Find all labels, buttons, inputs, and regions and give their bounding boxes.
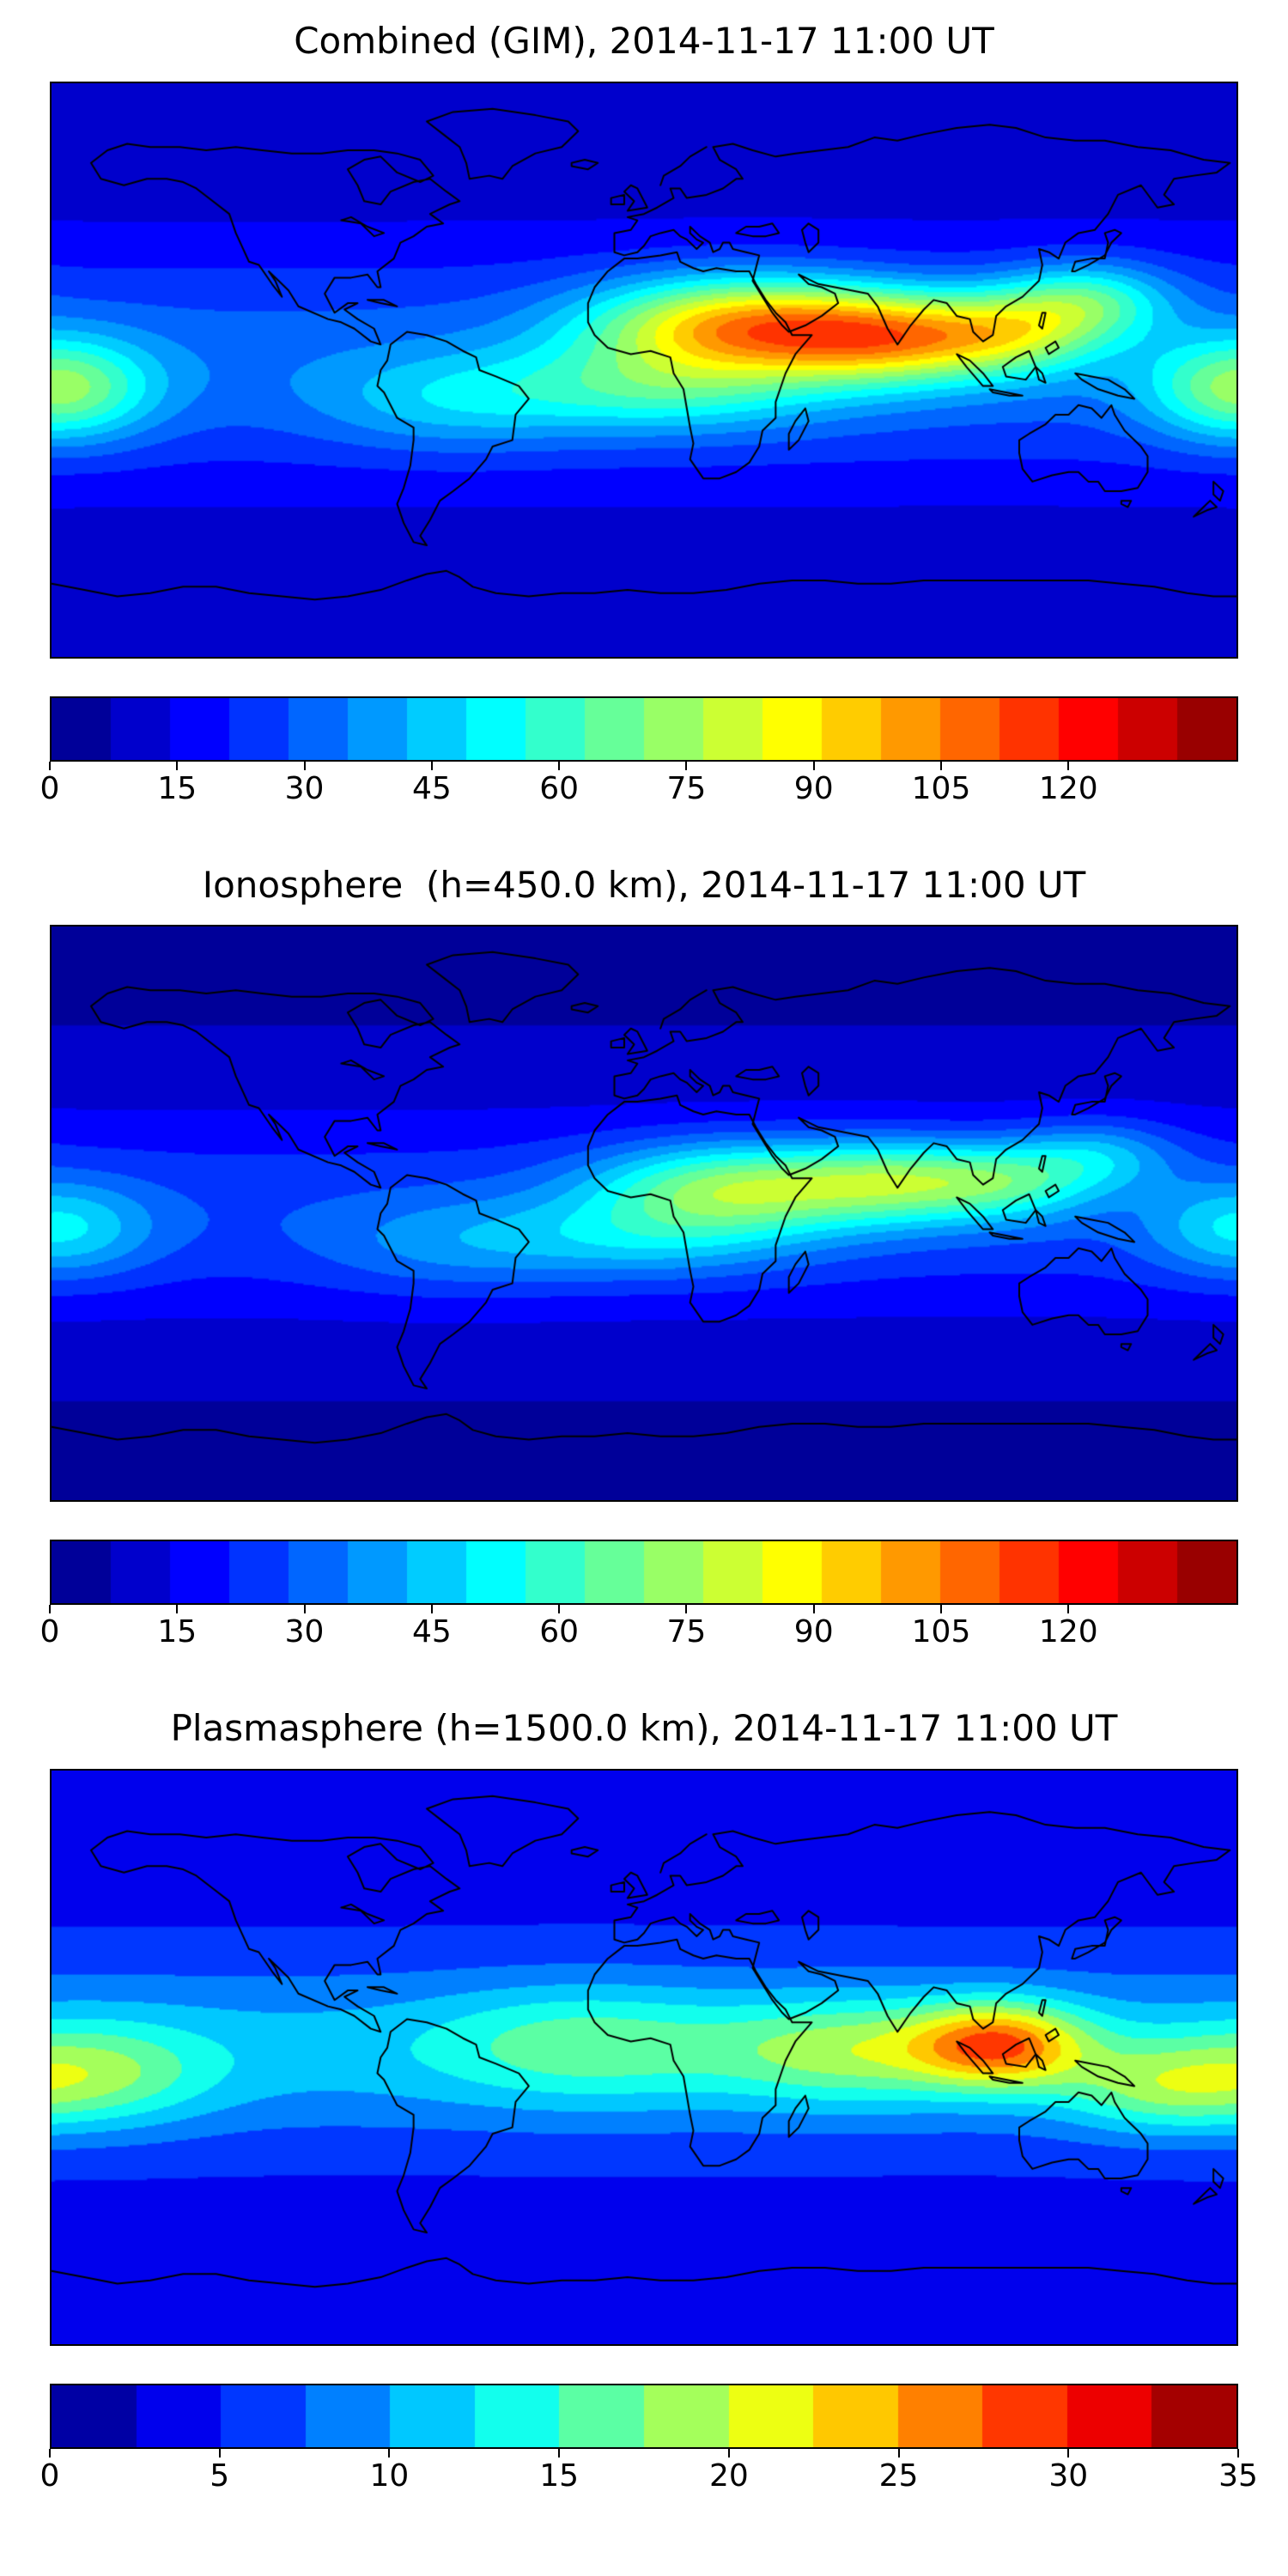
colorbar-tick-label: 60 [539,770,580,806]
colorbar-tick-label: 0 [39,770,60,806]
panel-title-combined: Combined (GIM), 2014-11-17 11:00 UT [294,20,994,62]
colorbar-gradient-canvas-ionosphere [52,1541,1236,1603]
colorbar-tick-mark [49,761,51,770]
colorbar-tick-mark [558,761,561,770]
colorbar-tick-label: 30 [284,770,325,806]
colorbar-tick-label: 30 [1048,2458,1089,2494]
colorbar-tick-label: 30 [284,1614,325,1649]
colorbar-tick-mark [430,1605,433,1613]
colorbar-tick-label: 10 [369,2458,410,2494]
panel-combined: Combined (GIM), 2014-11-17 11:00 UT 0 15 3… [0,19,1288,810]
colorbar-ionosphere [50,1540,1238,1605]
colorbar-tick-mark [940,761,942,770]
colorbar-tick-mark [176,1605,179,1613]
world-map-ionosphere [50,925,1238,1502]
colorbar-tick-label: 25 [878,2458,919,2494]
colorbar-tick-mark [388,2448,391,2458]
colorbar-gradient-canvas-plasmasphere [52,2385,1236,2447]
colorbar-tick-mark [430,761,433,770]
colorbar-plasmasphere [50,2383,1238,2449]
colorbar-tick-label: 15 [539,2458,580,2494]
colorbar-tick-label: 15 [157,770,197,806]
colorbar-tick-mark [49,1605,51,1613]
world-map-canvas-ionosphere [52,927,1236,1500]
panel-plasmasphere: Plasmasphere (h=1500.0 km), 2014-11-17 1… [0,1706,1288,2497]
colorbar-tick-label: 45 [411,770,452,806]
colorbar-tick-mark [940,1605,942,1613]
colorbar-gradient-canvas-combined [52,697,1236,760]
colorbar-tick-label: 75 [666,770,707,806]
world-map-combined [50,81,1238,659]
world-map-canvas-combined [52,82,1236,657]
colorbar-tick-label: 35 [1218,2458,1258,2494]
tec-map-figure: Combined (GIM), 2014-11-17 11:00 UT 0 15 3… [0,19,1288,2497]
colorbar-tick-mark [303,1605,306,1613]
colorbar-ticks-plasmasphere: 0 5 10 15 20 25 30 35 [40,2448,1258,2497]
colorbar-tick-mark [685,1605,688,1613]
panel-ionosphere: Ionosphere (h=450.0 km), 2014-11-17 11:0… [0,863,1288,1654]
colorbar-combined [50,696,1238,762]
colorbar-tick-mark [1067,2448,1070,2458]
panel-title-ionosphere: Ionosphere (h=450.0 km), 2014-11-17 11:0… [202,863,1086,906]
colorbar-tick-mark [727,2448,730,2458]
world-map-canvas-plasmasphere [52,1770,1236,2344]
colorbar-tick-label: 15 [157,1614,197,1649]
colorbar-tick-mark [812,1605,815,1613]
colorbar-tick-mark [218,2448,221,2458]
colorbar-tick-mark [558,1605,561,1613]
colorbar-tick-mark [812,761,815,770]
colorbar-tick-mark [49,2448,51,2458]
colorbar-tick-mark [1067,1605,1070,1613]
colorbar-tick-mark [176,761,179,770]
colorbar-tick-label: 120 [1038,770,1098,806]
colorbar-tick-label: 60 [539,1614,580,1649]
colorbar-tick-label: 0 [39,1614,60,1649]
colorbar-tick-label: 90 [793,770,834,806]
world-map-plasmasphere [50,1768,1238,2346]
colorbar-tick-label: 75 [666,1614,707,1649]
colorbar-tick-mark [685,761,688,770]
colorbar-tick-mark [303,761,306,770]
colorbar-tick-label: 105 [911,770,971,806]
colorbar-tick-label: 45 [411,1614,452,1649]
colorbar-tick-label: 90 [793,1614,834,1649]
panel-title-plasmasphere: Plasmasphere (h=1500.0 km), 2014-11-17 1… [170,1707,1118,1749]
colorbar-tick-mark [1237,2448,1239,2458]
colorbar-tick-mark [897,2448,900,2458]
colorbar-tick-label: 5 [210,2458,230,2494]
colorbar-tick-label: 120 [1038,1614,1098,1649]
colorbar-ticks-combined: 0 15 30 45 60 75 90 105 120 [40,761,1238,810]
colorbar-ticks-ionosphere: 0 15 30 45 60 75 90 105 120 [40,1605,1238,1653]
colorbar-tick-label: 20 [708,2458,749,2494]
colorbar-tick-mark [558,2448,561,2458]
colorbar-tick-mark [1067,761,1070,770]
colorbar-tick-label: 105 [911,1614,971,1649]
colorbar-tick-label: 0 [39,2458,60,2494]
